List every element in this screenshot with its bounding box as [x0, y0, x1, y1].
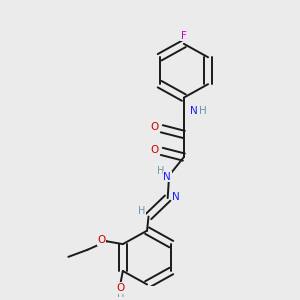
Text: H: H: [199, 106, 207, 116]
Text: O: O: [117, 283, 125, 293]
Text: O: O: [150, 145, 158, 155]
Text: O: O: [97, 236, 106, 245]
Text: F: F: [181, 31, 187, 41]
Text: N: N: [164, 172, 171, 182]
Text: O: O: [150, 122, 158, 132]
Text: H: H: [117, 289, 124, 299]
Text: H: H: [138, 206, 146, 216]
Text: N: N: [190, 106, 198, 116]
Text: H: H: [157, 166, 165, 176]
Text: N: N: [172, 192, 180, 202]
